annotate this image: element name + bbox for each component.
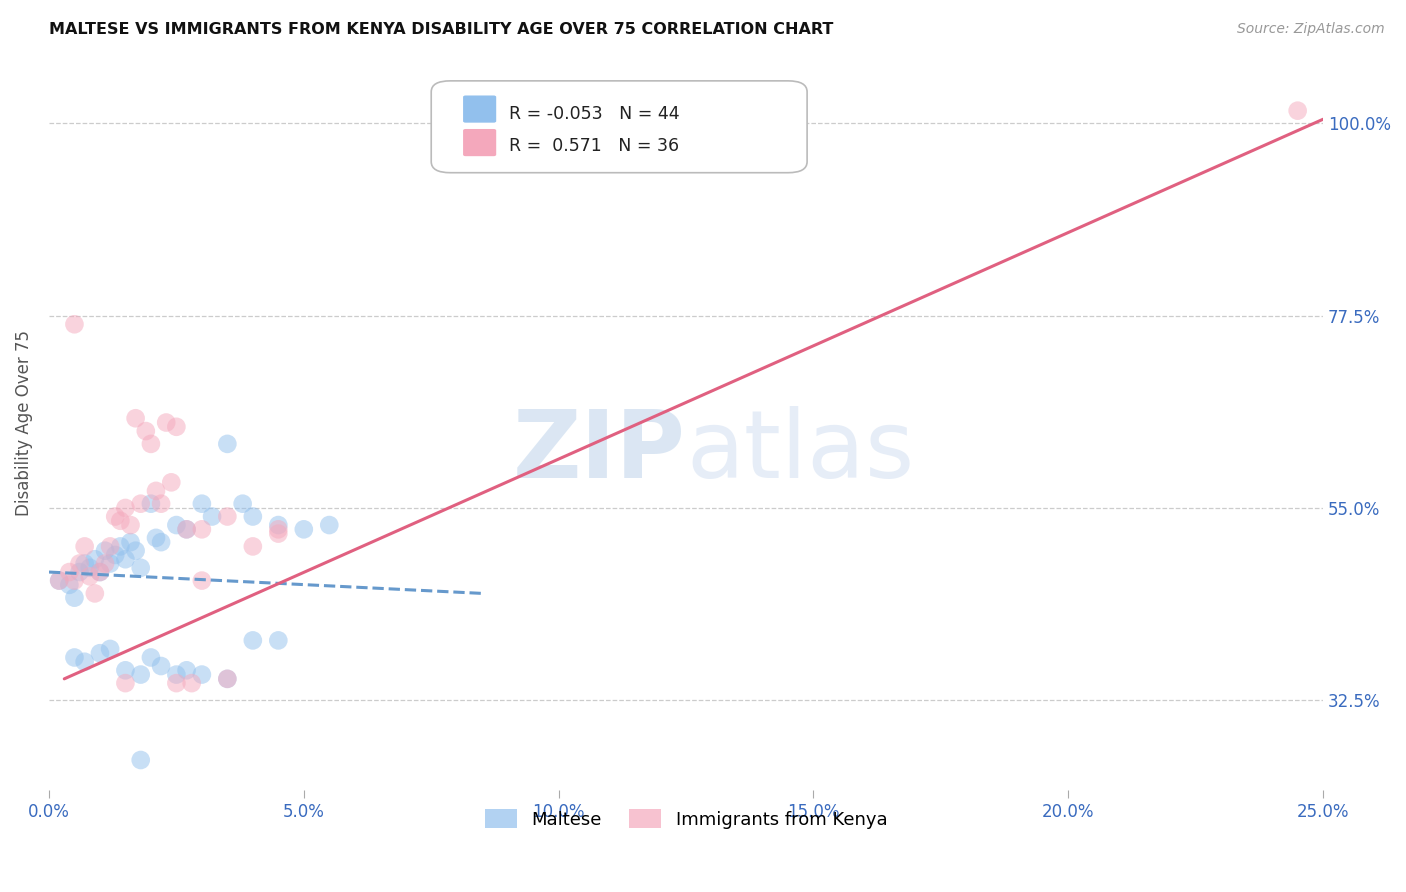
Point — [120, 535, 142, 549]
Point — [129, 561, 152, 575]
Point — [69, 565, 91, 579]
FancyBboxPatch shape — [432, 81, 807, 173]
Point — [176, 663, 198, 677]
Point — [48, 574, 70, 588]
Text: MALTESE VS IMMIGRANTS FROM KENYA DISABILITY AGE OVER 75 CORRELATION CHART: MALTESE VS IMMIGRANTS FROM KENYA DISABIL… — [49, 22, 834, 37]
Point — [89, 565, 111, 579]
Point — [114, 676, 136, 690]
Point — [98, 557, 121, 571]
Point — [165, 419, 187, 434]
Point — [150, 659, 173, 673]
Point — [69, 557, 91, 571]
Point — [110, 514, 132, 528]
Point — [139, 497, 162, 511]
Point — [63, 591, 86, 605]
Point — [292, 522, 315, 536]
Point — [242, 509, 264, 524]
Point — [191, 574, 214, 588]
Legend: Maltese, Immigrants from Kenya: Maltese, Immigrants from Kenya — [478, 802, 894, 836]
Point — [1286, 103, 1309, 118]
Point — [94, 543, 117, 558]
Point — [48, 574, 70, 588]
FancyBboxPatch shape — [463, 95, 496, 123]
Point — [114, 500, 136, 515]
Point — [160, 475, 183, 490]
Point — [63, 574, 86, 588]
Point — [267, 522, 290, 536]
Point — [232, 497, 254, 511]
Point — [145, 483, 167, 498]
Point — [217, 672, 239, 686]
Point — [318, 518, 340, 533]
Point — [104, 548, 127, 562]
Point — [155, 416, 177, 430]
Point — [139, 650, 162, 665]
Text: atlas: atlas — [686, 406, 914, 498]
Point — [135, 424, 157, 438]
Point — [114, 663, 136, 677]
Point — [217, 672, 239, 686]
Point — [79, 569, 101, 583]
Point — [242, 540, 264, 554]
Point — [79, 561, 101, 575]
Point — [73, 655, 96, 669]
Point — [191, 522, 214, 536]
Point — [165, 676, 187, 690]
Point — [104, 509, 127, 524]
Point — [145, 531, 167, 545]
Point — [267, 633, 290, 648]
Point — [58, 578, 80, 592]
Point — [83, 552, 105, 566]
Point — [267, 526, 290, 541]
Point — [98, 642, 121, 657]
Point — [124, 411, 146, 425]
Point — [63, 650, 86, 665]
Point — [89, 646, 111, 660]
Y-axis label: Disability Age Over 75: Disability Age Over 75 — [15, 329, 32, 516]
Point — [129, 497, 152, 511]
Point — [242, 633, 264, 648]
Point — [120, 518, 142, 533]
Point — [129, 753, 152, 767]
Point — [217, 437, 239, 451]
Text: R = -0.053   N = 44: R = -0.053 N = 44 — [509, 105, 679, 123]
Point — [98, 540, 121, 554]
Point — [176, 522, 198, 536]
Point — [217, 509, 239, 524]
Point — [150, 497, 173, 511]
Point — [191, 497, 214, 511]
Point — [201, 509, 224, 524]
Point — [73, 557, 96, 571]
Text: Source: ZipAtlas.com: Source: ZipAtlas.com — [1237, 22, 1385, 37]
Text: R =  0.571   N = 36: R = 0.571 N = 36 — [509, 137, 679, 155]
Point — [267, 518, 290, 533]
Point — [89, 565, 111, 579]
Point — [73, 540, 96, 554]
Point — [110, 540, 132, 554]
Point — [176, 522, 198, 536]
Point — [165, 518, 187, 533]
Point — [191, 667, 214, 681]
FancyBboxPatch shape — [463, 129, 496, 156]
Point — [180, 676, 202, 690]
Point — [124, 543, 146, 558]
Point — [58, 565, 80, 579]
Point — [83, 586, 105, 600]
Point — [165, 667, 187, 681]
Point — [129, 667, 152, 681]
Point — [150, 535, 173, 549]
Point — [139, 437, 162, 451]
Point — [94, 557, 117, 571]
Point — [63, 318, 86, 332]
Point — [114, 552, 136, 566]
Text: ZIP: ZIP — [513, 406, 686, 498]
